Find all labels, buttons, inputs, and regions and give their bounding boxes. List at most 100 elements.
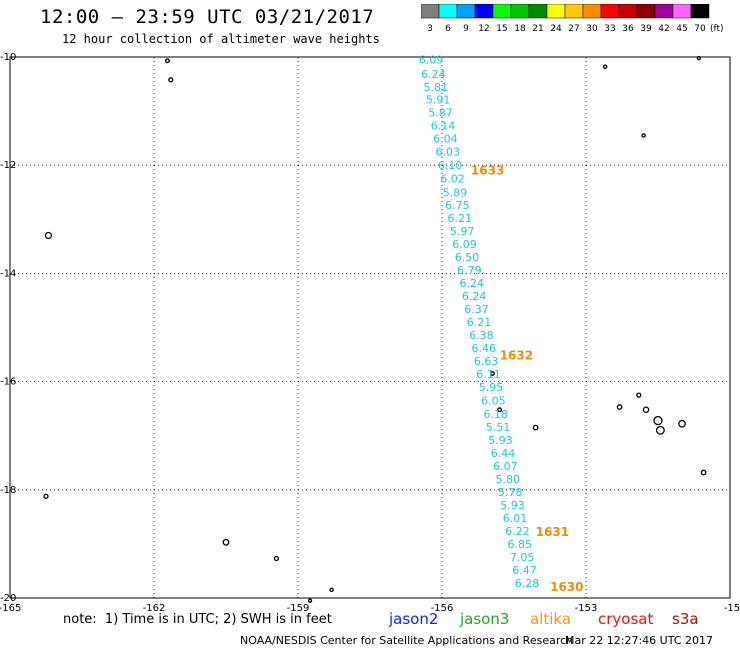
swh-value: 5.95 xyxy=(479,381,504,394)
colorbar-label: 6 xyxy=(445,24,451,34)
island-outline xyxy=(497,407,503,413)
swh-value: 5.78 xyxy=(498,486,523,499)
colorbar-label: 30 xyxy=(586,24,598,34)
swh-value: 6.03 xyxy=(436,146,461,159)
swh-value: 6.09 xyxy=(452,238,477,251)
swh-value: 6.04 xyxy=(433,133,458,146)
island-outline xyxy=(641,133,646,138)
swh-value: 6.24 xyxy=(460,277,485,290)
swh-value: 6.09 xyxy=(419,54,444,67)
satellite-cryosat: cryosat xyxy=(598,610,654,628)
island-outline xyxy=(700,469,707,476)
swh-value: 6.21 xyxy=(467,316,492,329)
colorbar-label: 24 xyxy=(550,24,562,34)
latitude-label: -20 xyxy=(0,593,16,604)
swh-value: 5.80 xyxy=(496,473,521,486)
latitude-label: -16 xyxy=(0,377,16,388)
longitude-label: -15 xyxy=(724,603,740,614)
colorbar-label: 18 xyxy=(514,24,526,34)
swh-value: 6.63 xyxy=(474,355,499,368)
swh-value: 6.02 xyxy=(440,173,465,186)
island-outline xyxy=(307,598,313,603)
track-time-labels: 1633 1632 1631 1630 xyxy=(471,164,584,595)
pass-time-label: 1633 xyxy=(471,164,504,178)
island-outline xyxy=(642,406,650,413)
swh-value: 5.93 xyxy=(488,434,513,447)
latitude-label: -10 xyxy=(0,52,16,63)
map-subtitle: 12 hour collection of altimeter wave hei… xyxy=(62,32,380,46)
swh-value: 6.75 xyxy=(445,199,470,212)
swh-value: 6.24 xyxy=(421,68,446,81)
wave-height-colorbar: 3 6 9 12 15 18 21 24 27 30 33 36 39 42 45 70 (ft) xyxy=(421,4,724,34)
island-outlines xyxy=(43,55,707,603)
swh-value: 6.50 xyxy=(455,251,480,264)
swh-value: 6.44 xyxy=(491,447,516,460)
satellite-altika: altika xyxy=(530,610,572,628)
island-outline xyxy=(329,587,334,593)
island-outline xyxy=(678,419,686,428)
pass-time-label: 1630 xyxy=(550,580,583,594)
swh-value: 5.81 xyxy=(424,81,449,94)
swh-value: 6.22 xyxy=(505,525,530,538)
swh-value: 6.37 xyxy=(464,303,489,316)
island-outline xyxy=(43,493,49,499)
satellite-jason2: jason2 xyxy=(389,610,439,628)
swh-value: 6.47 xyxy=(512,564,537,577)
satellite-s3a: s3a xyxy=(672,610,699,628)
colorbar-label: 33 xyxy=(604,24,615,34)
longitude-label: -159 xyxy=(287,603,310,614)
longitude-label: -165 xyxy=(0,603,21,614)
footer-timestamp: Mar 22 12:27:46 UTC 2017 xyxy=(565,634,713,647)
island-outline xyxy=(164,58,170,64)
island-outline xyxy=(602,64,608,69)
colorbar-label: 12 xyxy=(478,24,489,34)
island-outline xyxy=(489,371,495,376)
colorbar-label: 36 xyxy=(622,24,634,34)
colorbar-unit: (ft) xyxy=(710,24,724,34)
swh-value: 6.18 xyxy=(484,408,509,421)
island-outline xyxy=(653,415,663,426)
latitude-label: -12 xyxy=(0,160,16,171)
swh-value: 5.89 xyxy=(443,186,468,199)
longitude-label: -156 xyxy=(431,603,454,614)
island-outline xyxy=(532,424,539,431)
pass-time-label: 1631 xyxy=(536,525,569,539)
swh-value: 6.85 xyxy=(508,538,533,551)
swh-value: 6.46 xyxy=(472,342,497,355)
island-outline xyxy=(222,538,230,546)
swh-value: 5.51 xyxy=(486,421,511,434)
satellite-track-values: 6.096.245.815.915.876.146.046.036.106.02… xyxy=(419,54,540,590)
colorbar-label: 27 xyxy=(568,24,579,34)
island-outline xyxy=(655,425,665,435)
swh-value: 6.79 xyxy=(457,264,482,277)
colorbar-label: 3 xyxy=(427,24,433,34)
colorbar-label: 42 xyxy=(658,24,669,34)
footer-credit: NOAA/NESDIS Center for Satellite Applica… xyxy=(240,634,574,647)
colorbar-label: 9 xyxy=(463,24,469,34)
swh-value: 6.21 xyxy=(448,212,473,225)
island-outline xyxy=(168,77,174,83)
swh-value: 6.38 xyxy=(469,329,494,342)
satellite-jason3: jason3 xyxy=(460,610,510,628)
map-title: 12:00 – 23:59 UTC 03/21/2017 xyxy=(40,6,375,28)
colorbar-label: 21 xyxy=(532,24,543,34)
swh-value: 5.97 xyxy=(450,225,475,238)
swh-value: 6.01 xyxy=(503,512,528,525)
longitude-label: -153 xyxy=(575,603,598,614)
colorbar-swatch-70 xyxy=(690,4,710,19)
colorbar-label: 39 xyxy=(640,24,652,34)
latitude-label: -18 xyxy=(0,485,16,496)
island-outline xyxy=(616,404,623,410)
colorbar-label: 45 xyxy=(676,24,687,34)
swh-value: 6.05 xyxy=(481,395,506,408)
swh-value: 6.07 xyxy=(493,460,518,473)
island-outline xyxy=(696,55,701,61)
colorbar-label: 15 xyxy=(496,24,507,34)
colorbar-label: 70 xyxy=(694,24,706,34)
swh-value: 6.11 xyxy=(476,368,501,381)
swh-value: 5.93 xyxy=(500,499,525,512)
map-gridlines xyxy=(10,57,730,598)
swh-value: 6.24 xyxy=(462,290,487,303)
swh-value: 5.87 xyxy=(428,107,453,120)
